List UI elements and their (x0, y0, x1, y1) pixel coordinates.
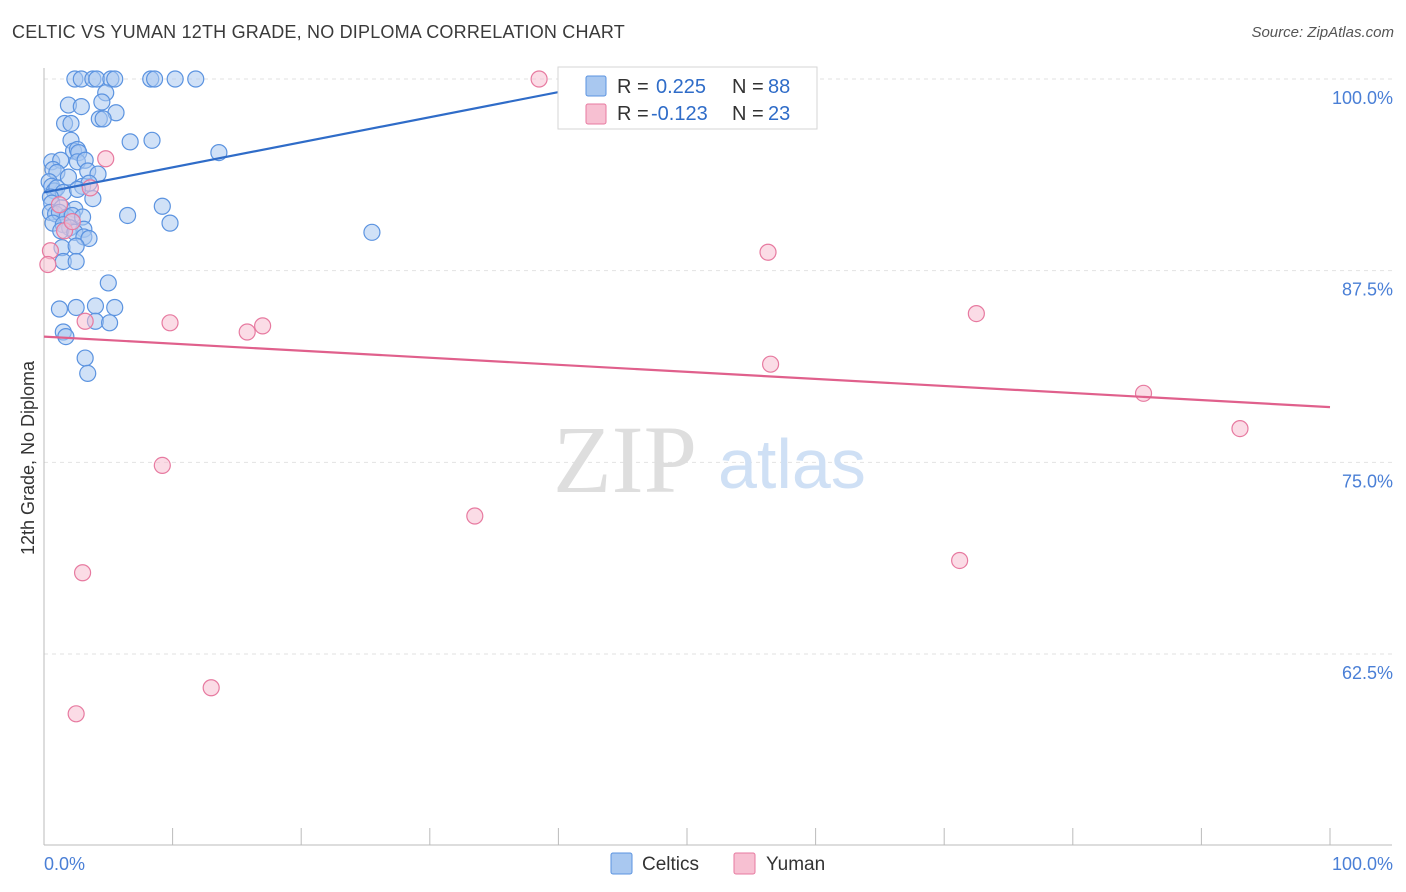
x-tick-label-min: 0.0% (44, 854, 85, 874)
celtics-point (166, 70, 184, 88)
watermark-zip: ZIP (553, 406, 697, 513)
yuman-point (254, 317, 272, 335)
celtics-point (72, 97, 90, 116)
y-axis-title: 12th Grade, No Diploma (18, 360, 38, 555)
yuman-point (761, 355, 780, 373)
celtics-trend-line (43, 80, 611, 194)
y-tick-label: 87.5% (1342, 280, 1393, 300)
celtics-point (100, 314, 119, 332)
source-label: Source: ZipAtlas.com (1251, 24, 1394, 41)
y-tick-label: 75.0% (1342, 471, 1393, 491)
celtics-point (67, 252, 85, 271)
celtics-point (67, 237, 85, 255)
bottom-legend: Celtics Yuman (610, 852, 825, 875)
legend-yuman-n-label: N = (732, 103, 764, 125)
yuman-point (759, 243, 777, 261)
watermark-atlas: atlas (718, 425, 866, 503)
legend-yuman-swatch (585, 103, 607, 125)
celtics-point (99, 274, 117, 292)
yuman-point (1134, 384, 1153, 402)
trend-lines (43, 80, 1331, 409)
y-tick-label: 62.5% (1342, 663, 1393, 683)
bottom-legend-yuman-label: Yuman (766, 854, 825, 875)
celtics-point (80, 229, 98, 248)
yuman-point (1231, 420, 1249, 438)
celtics-point (67, 298, 85, 317)
legend-celtics-swatch (585, 75, 607, 97)
celtics-point (93, 93, 111, 111)
celtics-point (145, 70, 164, 88)
x-tick-label-max: 100.0% (1332, 854, 1393, 874)
yuman-point (466, 507, 484, 525)
yuman-point (73, 564, 92, 582)
yuman-point (67, 705, 85, 723)
yuman-point (951, 551, 969, 570)
yuman-point (202, 679, 220, 697)
celtics-point (121, 133, 139, 151)
yuman-point (238, 323, 256, 341)
yuman-point (967, 305, 985, 323)
celtics-point (86, 297, 105, 315)
yuman-point (153, 456, 171, 474)
yuman-point (161, 314, 179, 332)
celtics-point (62, 114, 80, 133)
bottom-legend-celtics-swatch (610, 852, 633, 875)
legend-yuman-r-label: R = (617, 103, 649, 125)
celtics-point (94, 110, 112, 128)
yuman-point (63, 213, 81, 231)
yuman-trend-line (43, 335, 1331, 409)
celtics-point (106, 70, 124, 88)
celtics-point (118, 206, 137, 225)
celtics-point (59, 168, 78, 186)
yuman-point (39, 255, 57, 274)
legend-celtics-n-label: N = (732, 76, 764, 98)
yuman-point (50, 196, 69, 214)
celtics-point (153, 197, 171, 215)
gridlines (44, 78, 1392, 655)
celtics-point (143, 131, 161, 149)
celtics-point (363, 223, 381, 241)
legend-yuman-r-value: -0.123 (651, 103, 708, 125)
watermark: ZIP atlas (553, 406, 866, 513)
y-tick-label: 100.0% (1332, 88, 1393, 108)
celtics-point (187, 70, 205, 88)
celtics-points (40, 70, 381, 382)
x-ticks (43, 828, 1331, 845)
yuman-point (530, 70, 548, 88)
legend-celtics-r-value: 0.225 (656, 76, 706, 98)
celtics-point (161, 214, 179, 232)
celtics-point (50, 300, 69, 318)
top-legend: R = 0.225 N = 88 R = -0.123 N = 23 (557, 66, 818, 130)
celtics-point (76, 349, 94, 367)
bottom-legend-yuman-swatch (733, 852, 756, 875)
yuman-points (39, 70, 1249, 723)
legend-celtics-n-value: 88 (768, 76, 790, 98)
yuman-point (76, 312, 94, 330)
legend-celtics-r-label: R = (617, 76, 649, 98)
yuman-point (97, 150, 115, 168)
bottom-legend-celtics-label: Celtics (642, 854, 699, 875)
celtics-point (106, 298, 124, 317)
chart-title: CELTIC VS YUMAN 12TH GRADE, NO DIPLOMA C… (12, 22, 625, 42)
y-tick-labels: 62.5% 75.0% 87.5% 100.0% (1332, 88, 1393, 683)
legend-yuman-n-value: 23 (768, 103, 790, 125)
celtics-point (79, 364, 97, 382)
